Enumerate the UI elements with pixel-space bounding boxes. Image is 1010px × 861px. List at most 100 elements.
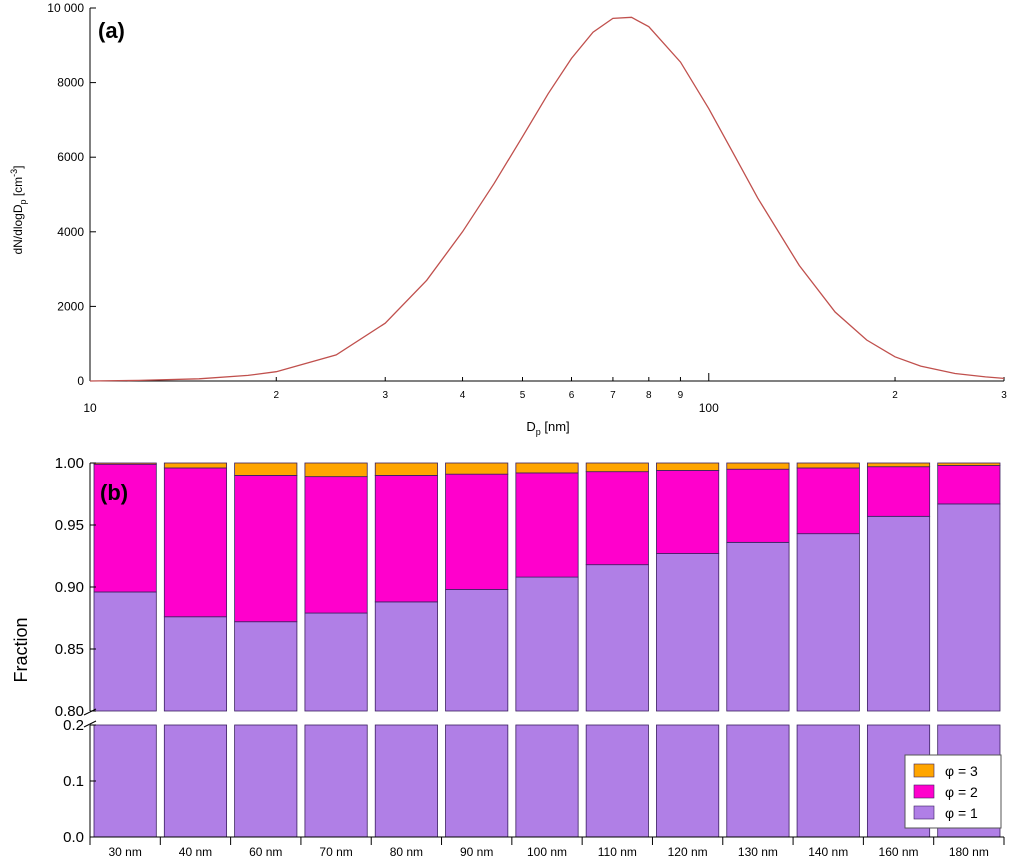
bar-segment-phi-1-upper [585, 564, 649, 712]
fraction-bars [93, 462, 1001, 838]
legend-label-phi-2: φ = 2 [945, 784, 978, 800]
bar-stack [656, 462, 720, 838]
fraction-bar-chart: 0.80 0.85 0.90 0.95 1.00 0.0 0.1 0.2 30 nm 40 nm… [11, 455, 1005, 859]
bar-segment-phi-1-upper [796, 533, 860, 712]
bar-segment-phi-2-upper [374, 474, 438, 603]
panel-b-category-label: 80 nm [390, 845, 423, 859]
panel-b-y-tick-label: 0.95 [55, 517, 84, 534]
bar-segment-phi-2-upper [445, 473, 509, 590]
panel-b-y-label: Fraction [11, 617, 31, 682]
panel-a-x-minor-tick-label: 8 [646, 390, 652, 401]
bar-stack [234, 462, 298, 838]
legend-label-phi-1: φ = 1 [945, 805, 978, 821]
panel-b-y-ticks: 0.80 0.85 0.90 0.95 1.00 0.0 0.1 0.2 [55, 455, 96, 846]
bar-segment-phi-2-upper [796, 467, 860, 535]
bar-segment-phi-1-upper [163, 616, 228, 712]
panel-a-x-ticks: 10 100 2 3 4 5 6 7 8 9 2 3 [83, 373, 1007, 415]
panel-a-x-minor-tick-label: 6 [569, 390, 575, 401]
panel-a-y-tick-label: 2000 [57, 299, 84, 313]
size-distribution-curve [89, 16, 1005, 382]
legend-swatch-phi-2 [913, 784, 935, 799]
bar-segment-phi-2-upper [866, 466, 931, 517]
bar-segment-phi-3-upper [656, 462, 720, 471]
bar-segment-phi-1-upper [726, 541, 790, 712]
panel-b-category-label: 160 nm [879, 845, 919, 859]
panel-a-y-tick-label: 4000 [57, 225, 84, 239]
panel-b-category-label: 180 nm [949, 845, 989, 859]
bar-segment-phi-3-upper [163, 462, 228, 469]
bar-segment-phi-1-lower [656, 724, 720, 838]
bar-segment-phi-2-upper [163, 467, 228, 618]
panel-b-y-tick-label: 0.1 [63, 773, 84, 790]
bar-segment-phi-1-lower [726, 724, 790, 838]
panel-b-category-label: 30 nm [108, 845, 141, 859]
bar-segment-phi-2-upper [726, 468, 790, 543]
panel-b-category-label: 100 nm [527, 845, 567, 859]
panel-a-axes [89, 8, 1004, 382]
bar-segment-phi-3-upper [93, 462, 157, 465]
panel-a-y-tick-label: 8000 [57, 76, 84, 90]
legend-swatch-phi-1 [913, 805, 935, 820]
panel-b-category-label: 110 nm [598, 845, 637, 859]
bar-segment-phi-3-upper [374, 462, 438, 476]
bar-stack [726, 462, 790, 838]
bar-stack [163, 462, 228, 838]
panel-b-y-tick-label: 1.00 [55, 455, 84, 472]
bar-segment-phi-1-upper [374, 601, 438, 712]
bar-segment-phi-1-upper [515, 576, 579, 712]
panel-a-x-minor-tick-label: 5 [520, 390, 526, 401]
bar-segment-phi-2-upper [656, 470, 720, 554]
bar-stack [304, 462, 368, 838]
legend: φ = 3 φ = 2 φ = 1 [904, 754, 1002, 829]
bar-segment-phi-1-upper [445, 589, 509, 712]
bar-segment-phi-1-lower [445, 724, 509, 838]
bar-segment-phi-1-lower [796, 724, 860, 838]
bar-segment-phi-2-upper [234, 474, 298, 623]
panel-b-category-label: 140 nm [808, 845, 848, 859]
bar-stack [515, 462, 579, 838]
bar-stack [585, 462, 649, 838]
panel-a-x-minor-tick-label: 2 [273, 390, 279, 401]
bar-segment-phi-3-upper [585, 462, 649, 473]
bar-segment-phi-1-lower [374, 724, 438, 838]
bar-segment-phi-3-upper [304, 462, 368, 478]
panel-a-x-minor-tick-label: 4 [460, 390, 466, 401]
bar-segment-phi-1-upper [937, 503, 1001, 712]
bar-segment-phi-2-upper [585, 471, 649, 566]
bar-segment-phi-1-upper [866, 515, 931, 712]
panel-a-y-tick-label: 6000 [57, 150, 84, 164]
panel-b-category-label: 60 nm [249, 845, 282, 859]
panel-a-x-minor-tick-label: 3 [1001, 390, 1007, 401]
bar-segment-phi-1-lower [515, 724, 579, 838]
panel-a-x-minor-tick-label: 2 [892, 390, 898, 401]
bar-segment-phi-1-lower [234, 724, 298, 838]
bar-stack [796, 462, 860, 838]
bar-segment-phi-3-upper [796, 462, 860, 469]
bar-segment-phi-1-lower [93, 724, 157, 838]
panel-b-y-tick-label: 0.85 [55, 641, 84, 658]
bar-segment-phi-3-upper [937, 462, 1001, 466]
bar-segment-phi-1-upper [234, 621, 298, 712]
panel-a-x-major-tick-label: 100 [699, 401, 719, 415]
panel-a-x-minor-tick-label: 9 [678, 390, 684, 401]
panel-b-category-label: 120 nm [668, 845, 708, 859]
panel-a-y-tick-label: 0 [77, 374, 84, 388]
bar-stack [866, 462, 931, 838]
bar-segment-phi-3-upper [726, 462, 790, 470]
panel-b-y-tick-label: 0.2 [63, 717, 84, 734]
bar-segment-phi-1-lower [163, 724, 228, 838]
bar-segment-phi-1-upper [93, 591, 157, 712]
panel-a-x-minor-tick-label: 7 [610, 390, 616, 401]
panel-b-category-label: 70 nm [319, 845, 352, 859]
bar-segment-phi-3-upper [515, 462, 579, 474]
panel-b-category-label: 40 nm [179, 845, 212, 859]
panel-a-x-major-tick-label: 10 [83, 401, 97, 415]
bar-segment-phi-2-upper [515, 472, 579, 578]
panel-b-category-labels: 30 nm 40 nm 60 nm 70 nm 80 nm 90 nm 100 nm 110 … [89, 837, 1005, 859]
panel-b-category-label: 90 nm [460, 845, 493, 859]
bar-segment-phi-2-upper [937, 465, 1001, 505]
bar-segment-phi-3-upper [866, 462, 931, 468]
panel-b-y-tick-label: 0.80 [55, 703, 84, 720]
panel-b-label: (b) [100, 480, 128, 505]
